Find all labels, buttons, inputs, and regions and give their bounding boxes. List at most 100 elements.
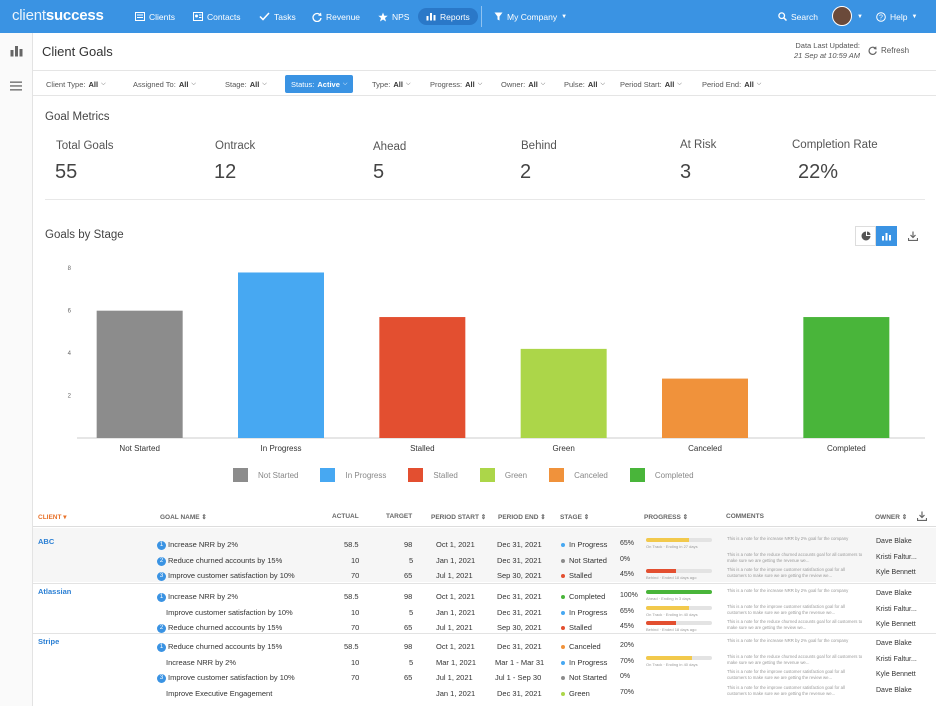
filter-value: All: [465, 79, 475, 89]
filter-progress[interactable]: Progress: All ⌵: [430, 75, 482, 93]
goal-name-text: Increase NRR by 2%: [168, 540, 239, 549]
legend-item[interactable]: In Progress: [320, 468, 386, 482]
bar-not-started[interactable]: [96, 310, 183, 438]
legend-label: Stalled: [433, 470, 458, 480]
col-owner[interactable]: OWNER ⇕: [875, 514, 908, 521]
goal-name[interactable]: 1 Increase NRR by 2%: [157, 592, 238, 602]
pie-view-button[interactable]: [855, 226, 876, 246]
nav-revenue[interactable]: Revenue: [312, 0, 360, 33]
owner-name: Dave Blake: [876, 590, 912, 597]
search-button[interactable]: Search: [778, 0, 818, 33]
goal-name[interactable]: 1 Increase NRR by 2%: [157, 540, 238, 550]
nav-clients[interactable]: Clients: [135, 0, 175, 33]
refresh-button[interactable]: Refresh: [868, 46, 909, 55]
goal-number-badge: 1: [157, 592, 166, 602]
client-link[interactable]: Stripe: [38, 637, 60, 646]
col-stage[interactable]: STAGE ⇕: [560, 514, 590, 521]
goal-name[interactable]: 3 Improve customer satisfaction by 10%: [157, 673, 295, 683]
nav-reports[interactable]: Reports: [418, 8, 478, 25]
download-table-button[interactable]: [917, 511, 927, 523]
reports-sidebar-icon[interactable]: [10, 44, 23, 57]
filter-pulse[interactable]: Pulse: All ⌵: [564, 75, 605, 93]
col-period-start[interactable]: PERIOD START ⇕: [431, 514, 487, 521]
filter-label: Pulse:: [564, 79, 585, 89]
col-target[interactable]: TARGET: [386, 513, 413, 520]
bar-stalled[interactable]: [379, 317, 466, 438]
user-avatar[interactable]: [832, 6, 852, 26]
legend-label: Completed: [654, 470, 694, 480]
legend-item[interactable]: Canceled: [549, 468, 608, 482]
progress-caption: Ahead · Ending in 3 days: [646, 596, 691, 601]
help-label: Help: [890, 11, 908, 22]
help-menu[interactable]: ? Help ▼: [876, 0, 917, 33]
filter-value: All: [744, 79, 754, 89]
legend-item[interactable]: Not Started: [233, 468, 298, 482]
metric-value-total: 55: [55, 161, 78, 183]
x-tick-label: Canceled: [688, 444, 722, 453]
goal-name[interactable]: Increase NRR by 2%: [166, 658, 236, 667]
stage-cell: Green: [561, 689, 590, 698]
col-client[interactable]: CLIENT ▾: [38, 514, 67, 521]
progress-fill: [646, 569, 676, 573]
menu-icon[interactable]: [10, 78, 23, 91]
filter-client-type[interactable]: Client Type: All ⌵: [46, 75, 106, 93]
metric-label-ontrack: Ontrack: [215, 140, 256, 152]
progress-caption: On Track · Ending in 40 days: [646, 612, 698, 617]
bar-green[interactable]: [520, 348, 607, 438]
goal-name-text: Reduce churned accounts by 15%: [168, 642, 283, 651]
filter-icon: [494, 12, 503, 21]
filter-stage[interactable]: Stage: All ⌵: [225, 75, 267, 93]
progress-caption: Behind · Ended 18 days ago: [646, 627, 697, 632]
legend-swatch: [233, 468, 248, 482]
filter-owner[interactable]: Owner: All ⌵: [501, 75, 545, 93]
stage-percent: 70%: [620, 689, 635, 696]
nav-contacts[interactable]: Contacts: [193, 0, 241, 33]
user-menu-chevron[interactable]: ▼: [857, 0, 863, 33]
bar-canceled[interactable]: [662, 378, 748, 438]
progress-bar: [646, 590, 712, 594]
help-icon: ?: [876, 11, 886, 22]
filter-assigned-to[interactable]: Assigned To: All ⌵: [133, 75, 196, 93]
col-goal-name[interactable]: GOAL NAME ⇕: [160, 514, 207, 521]
col-period-end[interactable]: PERIOD END ⇕: [498, 514, 546, 521]
filter-type[interactable]: Type: All ⌵: [372, 75, 411, 93]
stage-percent: 45%: [620, 623, 635, 630]
filter-label: Status:: [291, 79, 315, 89]
client-link[interactable]: Atlassian: [38, 587, 72, 596]
nav-tasks[interactable]: Tasks: [259, 0, 296, 33]
stage-percent: 65%: [620, 608, 635, 615]
col-owner-label: OWNER: [875, 514, 900, 521]
col-progress[interactable]: PROGRESS ⇕: [644, 514, 689, 521]
filter-period-start[interactable]: Period Start: All ⌵: [620, 75, 682, 93]
goal-name[interactable]: Improve Executive Engagement: [166, 689, 272, 698]
goal-name[interactable]: 2 Reduce churned accounts by 15%: [157, 623, 282, 633]
app-logo[interactable]: clientsuccess: [12, 7, 104, 24]
nav-nps[interactable]: NPS: [378, 0, 409, 33]
bar-in-progress[interactable]: [238, 272, 324, 438]
target-value: 65: [404, 673, 413, 682]
comment-text: This is a note for the increase NRR by 2…: [727, 536, 849, 541]
filter-period-end[interactable]: Period End: All ⌵: [702, 75, 761, 93]
download-chart-button[interactable]: [902, 226, 923, 246]
client-link[interactable]: ABC: [38, 537, 55, 546]
chevron-down-icon: ⌵: [191, 80, 196, 87]
period-start: Jul 1, 2021: [436, 571, 473, 580]
goal-name[interactable]: Improve customer satisfaction by 10%: [166, 608, 293, 617]
stage-dot: [561, 626, 565, 631]
filter-status[interactable]: Status: Active ⌵: [285, 75, 354, 93]
goal-name[interactable]: 3 Improve customer satisfaction by 10%: [157, 571, 295, 581]
goal-name[interactable]: 2 Reduce churned accounts by 15%: [157, 556, 282, 566]
legend-item[interactable]: Stalled: [408, 468, 458, 482]
legend-item[interactable]: Green: [479, 468, 527, 482]
col-actual[interactable]: ACTUAL: [332, 513, 359, 520]
bar-completed[interactable]: [803, 317, 890, 438]
download-icon: [907, 231, 918, 241]
progress-fill: [646, 590, 712, 594]
bar-view-button[interactable]: [876, 226, 897, 246]
download-icon: [917, 511, 927, 521]
stage-dot: [561, 559, 565, 564]
legend-item[interactable]: Completed: [629, 468, 694, 482]
target-value: 5: [409, 658, 414, 667]
goal-name[interactable]: 1 Reduce churned accounts by 15%: [157, 642, 282, 652]
company-filter-dropdown[interactable]: My Company ▼: [494, 0, 567, 33]
